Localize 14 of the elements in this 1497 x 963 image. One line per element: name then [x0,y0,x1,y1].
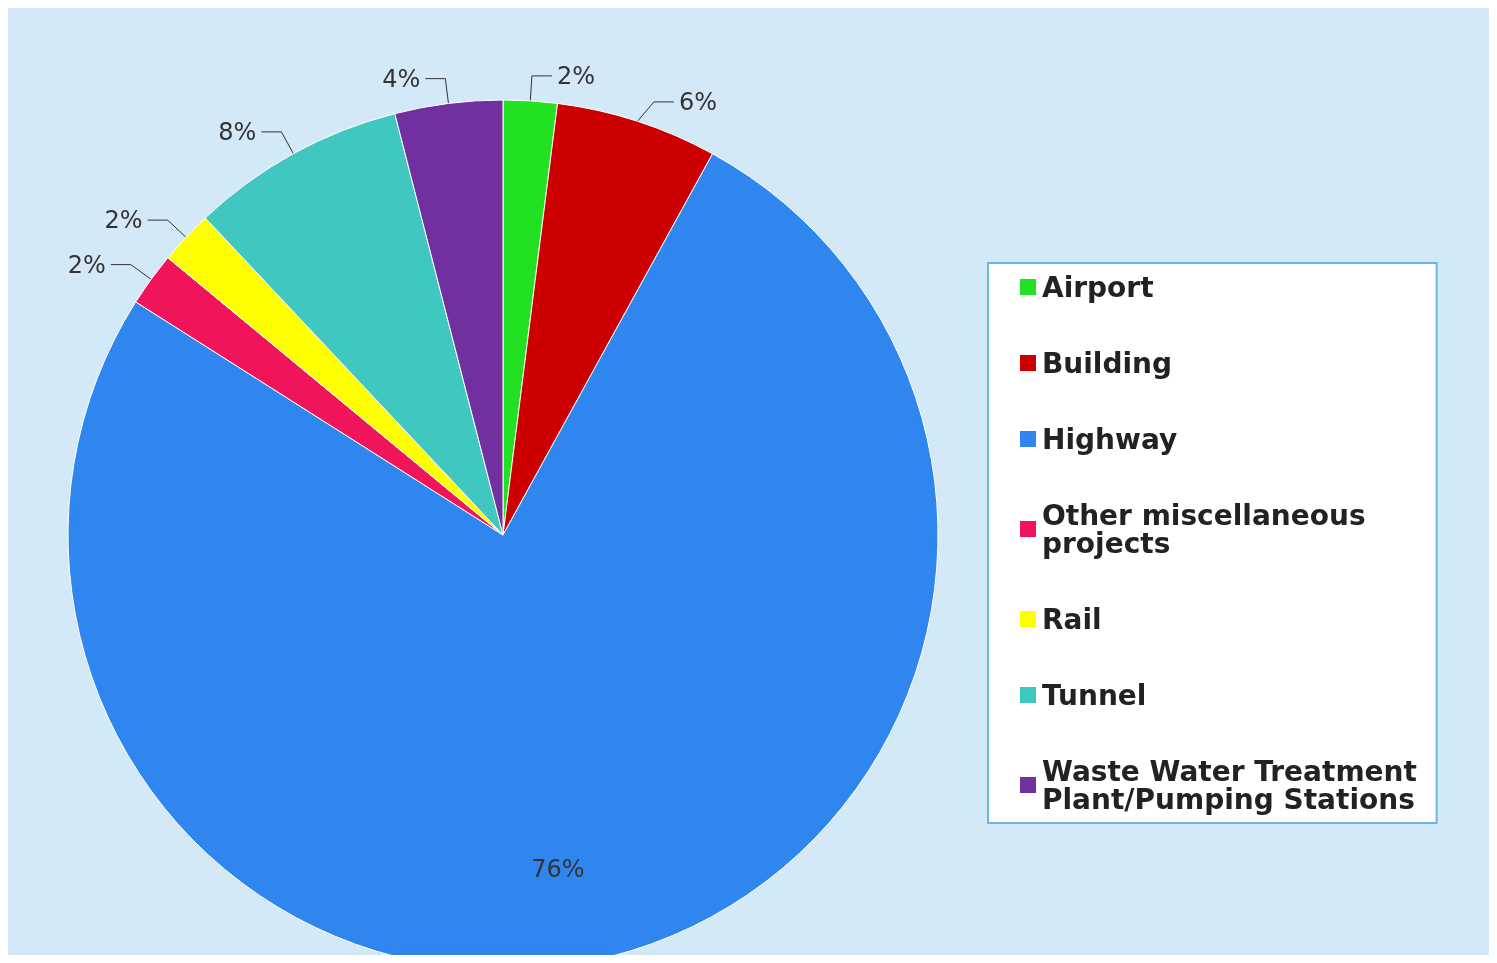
legend-label: Rail [1042,602,1102,636]
data-label: 4% [382,64,421,93]
legend-label: Tunnel [1042,678,1147,712]
data-label: 2% [104,206,143,235]
data-label: 8% [218,117,257,146]
legend-label: Other miscellaneous projects [1042,498,1376,560]
legend-label: Highway [1042,422,1178,456]
data-label: 6% [678,87,717,116]
legend-label: Building [1042,346,1173,380]
legend-label: Airport [1042,270,1154,304]
legend-label: Waste Water Treatment Plant/Pumping Stations [1042,754,1427,816]
data-label: 2% [67,250,106,279]
data-label: 2% [556,61,595,90]
data-label: 76% [531,854,585,883]
